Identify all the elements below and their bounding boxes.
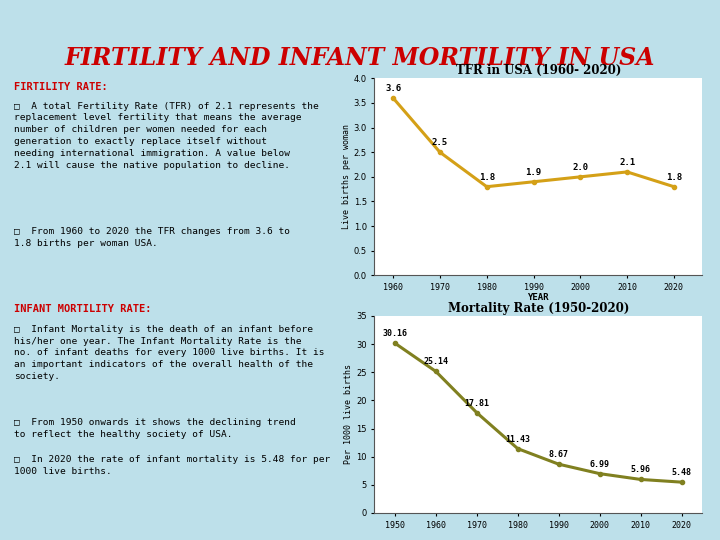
Text: 11.43: 11.43 [505, 435, 530, 444]
Text: □  From 1960 to 2020 the TFR changes from 3.6 to
1.8 births per woman USA.: □ From 1960 to 2020 the TFR changes from… [14, 227, 290, 248]
Text: 1.9: 1.9 [526, 168, 541, 177]
Text: 1.8: 1.8 [666, 173, 682, 182]
Text: □  From 1950 onwards it shows the declining trend
to reflect the healthy society: □ From 1950 onwards it shows the declini… [14, 418, 296, 438]
Text: 3.6: 3.6 [385, 84, 401, 93]
Text: 25.14: 25.14 [423, 357, 449, 367]
Text: □  Infant Mortality is the death of an infant before
his/her one year. The Infan: □ Infant Mortality is the death of an in… [14, 325, 325, 381]
Text: 17.81: 17.81 [464, 399, 490, 408]
Text: 5.96: 5.96 [631, 465, 651, 475]
Title: TFR in USA (1960- 2020): TFR in USA (1960- 2020) [456, 64, 621, 77]
Text: 2.0: 2.0 [572, 163, 588, 172]
Text: FIRTILITY RATE:: FIRTILITY RATE: [14, 82, 108, 92]
Text: 8.67: 8.67 [549, 450, 569, 459]
Text: FIRTILITY AND INFANT MORTILITY IN USA: FIRTILITY AND INFANT MORTILITY IN USA [65, 46, 655, 70]
Y-axis label: Live births per woman: Live births per woman [342, 124, 351, 230]
Text: 2.1: 2.1 [619, 158, 635, 167]
Text: INFANT MORTILITY RATE:: INFANT MORTILITY RATE: [14, 304, 152, 314]
Text: 30.16: 30.16 [382, 329, 408, 338]
Text: □  A total Fertility Rate (TFR) of 2.1 represents the
replacement level fertilit: □ A total Fertility Rate (TFR) of 2.1 re… [14, 102, 319, 170]
Text: 1.8: 1.8 [479, 173, 495, 182]
Title: Mortality Rate (1950-2020): Mortality Rate (1950-2020) [448, 302, 629, 315]
X-axis label: YEAR: YEAR [528, 293, 549, 302]
Y-axis label: Per 1000 live births: Per 1000 live births [344, 364, 354, 464]
Text: 2.5: 2.5 [432, 138, 448, 147]
Text: 6.99: 6.99 [590, 460, 610, 469]
Text: □  In 2020 the rate of infant mortality is 5.48 for per
1000 live births.: □ In 2020 the rate of infant mortality i… [14, 455, 330, 476]
Text: 5.48: 5.48 [672, 468, 691, 477]
